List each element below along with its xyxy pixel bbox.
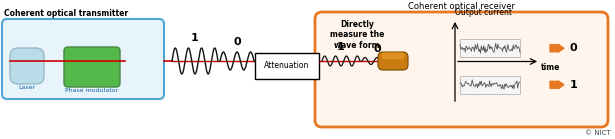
Text: 1: 1	[337, 42, 345, 52]
FancyBboxPatch shape	[2, 19, 164, 99]
FancyBboxPatch shape	[315, 12, 608, 127]
FancyBboxPatch shape	[64, 47, 120, 87]
FancyBboxPatch shape	[378, 52, 408, 70]
Text: 0: 0	[570, 43, 577, 53]
Text: Coherent optical receiver: Coherent optical receiver	[408, 2, 515, 11]
FancyBboxPatch shape	[381, 53, 405, 59]
Text: Coherent optical transmitter: Coherent optical transmitter	[4, 9, 128, 18]
Text: 0: 0	[233, 37, 241, 47]
Text: © NICT: © NICT	[585, 130, 611, 136]
Bar	[460, 39, 520, 57]
Bar	[460, 76, 520, 94]
FancyArrow shape	[550, 44, 564, 52]
Text: Laser: Laser	[18, 85, 36, 90]
Bar	[255, 53, 319, 79]
Text: time: time	[541, 63, 560, 71]
Text: 0: 0	[373, 44, 381, 54]
Text: 1: 1	[570, 80, 577, 90]
Text: Phase modulator: Phase modulator	[65, 88, 119, 93]
Text: Directly
measure the
wave form: Directly measure the wave form	[330, 20, 384, 50]
Text: Attenuation: Attenuation	[264, 61, 310, 70]
FancyBboxPatch shape	[10, 48, 44, 84]
Text: Output current: Output current	[455, 8, 512, 17]
FancyArrow shape	[550, 81, 564, 89]
Text: 1: 1	[191, 33, 199, 43]
